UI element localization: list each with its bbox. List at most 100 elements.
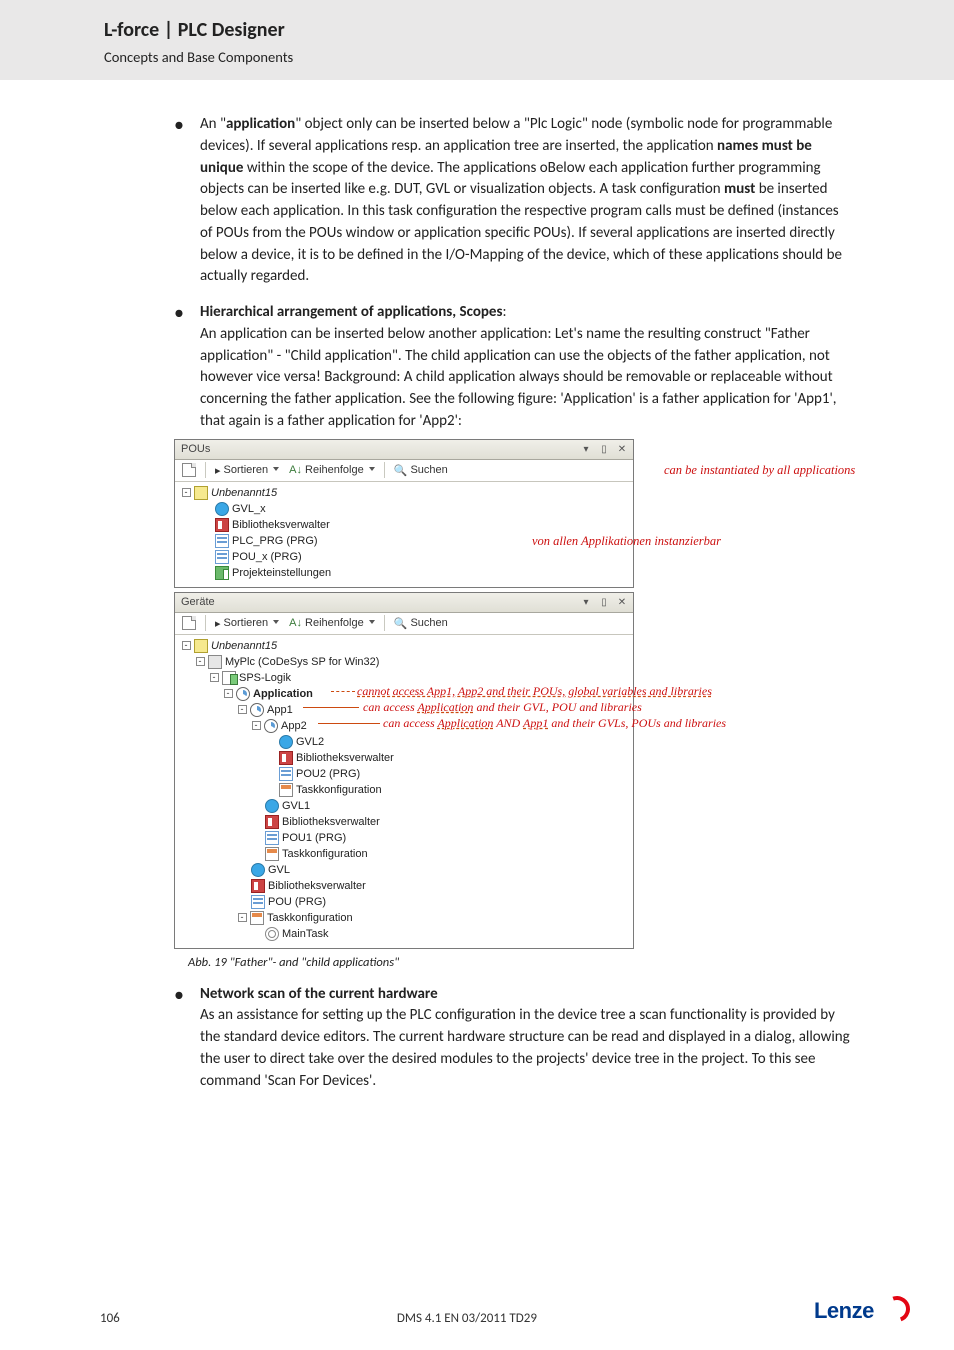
bullet-hierarchy: Hierarchical arrangement of applications… xyxy=(200,302,854,970)
gerate-toolbar: ▸Sortieren A↓Reihenfolge 🔍Suchen xyxy=(175,613,633,635)
gerate-titlebar[interactable]: Geräte ▾ ▯ ✕ xyxy=(175,593,633,613)
sps-icon xyxy=(222,671,236,685)
pou-icon xyxy=(279,767,293,781)
node-label: GVL2 xyxy=(296,736,324,748)
tree-root[interactable]: -Unbenannt15 xyxy=(179,638,629,654)
node-label: PLC_PRG (PRG) xyxy=(232,535,318,547)
tree-item[interactable]: Taskkonfiguration xyxy=(179,846,629,862)
pous-title: POUs xyxy=(181,443,576,455)
close-icon[interactable]: ✕ xyxy=(614,595,630,609)
node-label: Bibliotheksverwalter xyxy=(296,752,394,764)
node-label: App1 xyxy=(267,704,293,716)
tree-item[interactable]: POU (PRG) xyxy=(179,894,629,910)
label: Reihenfolge xyxy=(305,617,364,629)
node-label: Application xyxy=(253,688,313,700)
node-label: GVL xyxy=(268,864,290,876)
tree-item[interactable]: POU1 (PRG) xyxy=(179,830,629,846)
tree-item[interactable]: Bibliotheksverwalter xyxy=(179,750,629,766)
suchen-button[interactable]: 🔍Suchen xyxy=(391,617,451,630)
node-label: Projekteinstellungen xyxy=(232,567,331,579)
new-doc-button[interactable] xyxy=(179,616,199,630)
tree-item[interactable]: Bibliotheksverwalter xyxy=(179,517,629,533)
bullet-network-scan: Network scan of the current hardware As … xyxy=(200,984,854,1093)
tree-item[interactable]: Bibliotheksverwalter xyxy=(179,878,629,894)
dropdown-icon[interactable]: ▾ xyxy=(578,442,594,456)
doc-id: DMS 4.1 EN 03/2011 TD29 xyxy=(397,1311,537,1326)
figure-caption: Abb. 19 "Father"- and "child application… xyxy=(188,955,854,970)
chevron-down-icon xyxy=(369,620,375,624)
colon: : xyxy=(502,303,506,321)
tree-item[interactable]: Projekteinstellungen xyxy=(179,565,629,581)
tree-item[interactable]: POU2 (PRG) xyxy=(179,766,629,782)
tree-item[interactable]: Taskkonfiguration xyxy=(179,782,629,798)
node-label: Bibliotheksverwalter xyxy=(232,519,330,531)
label: Sortieren xyxy=(224,617,269,629)
suchen-button[interactable]: 🔍Suchen xyxy=(391,464,451,477)
close-icon[interactable]: ✕ xyxy=(614,442,630,456)
node-label: App2 xyxy=(281,720,307,732)
tree-item[interactable]: GVL xyxy=(179,862,629,878)
gerate-tree: cannot access App1, App2 and their POUs,… xyxy=(175,635,633,948)
connector-dashed xyxy=(331,691,355,692)
text: AND xyxy=(493,716,523,730)
node-label: Bibliotheksverwalter xyxy=(282,816,380,828)
tree-item[interactable]: GVL1 xyxy=(179,798,629,814)
node-label: POU_x (PRG) xyxy=(232,551,302,563)
pou-icon xyxy=(215,534,229,548)
reihenfolge-button[interactable]: A↓Reihenfolge xyxy=(286,617,378,629)
tree-item[interactable]: MainTask xyxy=(179,926,629,942)
maintask-icon xyxy=(265,927,279,941)
pou-icon xyxy=(215,550,229,564)
text: can access xyxy=(363,700,417,714)
sortieren-button[interactable]: ▸Sortieren xyxy=(212,464,282,477)
node-label: Taskkonfiguration xyxy=(296,784,382,796)
tree-item[interactable]: POU_x (PRG) xyxy=(179,549,629,565)
node-label: MyPlc (CoDeSys SP for Win32) xyxy=(225,656,379,668)
node-label: MainTask xyxy=(282,928,328,940)
bullet-hierarchy-body: An application can be inserted below ano… xyxy=(200,325,837,430)
text: Application xyxy=(437,716,493,730)
page-number: 106 xyxy=(100,1311,120,1326)
pous-toolbar: ▸Sortieren A↓Reihenfolge 🔍Suchen xyxy=(175,460,633,482)
new-doc-button[interactable] xyxy=(179,463,199,477)
tree-item[interactable]: -Taskkonfiguration xyxy=(179,910,629,926)
sortieren-button[interactable]: ▸Sortieren xyxy=(212,617,282,630)
app-icon xyxy=(264,719,278,733)
tree-item[interactable]: GVL2 xyxy=(179,734,629,750)
chevron-down-icon xyxy=(369,467,375,471)
node-label: Unbenannt15 xyxy=(211,640,277,652)
text: and their GVL, POU and libraries xyxy=(473,700,641,714)
node-label: Unbenannt15 xyxy=(211,487,277,499)
reihenfolge-button[interactable]: A↓Reihenfolge xyxy=(286,464,378,476)
text: An " xyxy=(200,115,226,133)
node-label: POU1 (PRG) xyxy=(282,832,346,844)
label: Reihenfolge xyxy=(305,464,364,476)
project-icon xyxy=(194,639,208,653)
tree-root[interactable]: -Unbenannt15 xyxy=(179,485,629,501)
pous-titlebar[interactable]: POUs ▾ ▯ ✕ xyxy=(175,440,633,460)
pous-panel: POUs ▾ ▯ ✕ ▸Sortieren A↓Reihenfolge 🔍Suc… xyxy=(174,439,634,588)
chevron-down-icon xyxy=(273,467,279,471)
figure-father-child: can be instantiated by all applications … xyxy=(174,439,854,970)
tree-item[interactable]: Bibliotheksverwalter xyxy=(179,814,629,830)
node-label: GVL1 xyxy=(282,800,310,812)
pin-icon[interactable]: ▯ xyxy=(596,595,612,609)
pou-icon xyxy=(251,895,265,909)
app-icon xyxy=(236,687,250,701)
task-icon xyxy=(265,847,279,861)
tree-item[interactable]: GVL_x xyxy=(179,501,629,517)
dropdown-icon[interactable]: ▾ xyxy=(578,595,594,609)
gerate-panel: Geräte ▾ ▯ ✕ ▸Sortieren A↓Reihenfolge 🔍S… xyxy=(174,592,634,949)
bullet-hierarchy-title: Hierarchical arrangement of applications… xyxy=(200,303,502,321)
label: Suchen xyxy=(410,464,447,476)
lenze-logo: Lenze xyxy=(814,1298,904,1326)
task-icon xyxy=(279,783,293,797)
app-icon xyxy=(250,703,264,717)
lenze-arc-icon xyxy=(880,1292,915,1327)
gvl-icon xyxy=(215,502,229,516)
pin-icon[interactable]: ▯ xyxy=(596,442,612,456)
text: Application xyxy=(417,700,473,714)
tree-item[interactable]: -MyPlc (CoDeSys SP for Win32) xyxy=(179,654,629,670)
bullet-network-body: As an assistance for setting up the PLC … xyxy=(200,1006,850,1089)
node-label: POU (PRG) xyxy=(268,896,326,908)
